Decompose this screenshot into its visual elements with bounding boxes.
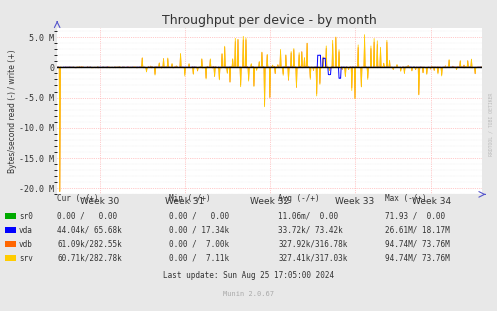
Text: 327.41k/317.03k: 327.41k/317.03k — [278, 254, 348, 262]
Text: srv: srv — [19, 254, 33, 262]
Text: 0.00 /  7.11k: 0.00 / 7.11k — [169, 254, 229, 262]
Text: 0.00 /   0.00: 0.00 / 0.00 — [169, 212, 229, 220]
Text: 71.93 /  0.00: 71.93 / 0.00 — [385, 212, 445, 220]
Text: 0.00 /   0.00: 0.00 / 0.00 — [57, 212, 117, 220]
Y-axis label: Bytes/second read (-) / write (+): Bytes/second read (-) / write (+) — [7, 49, 16, 173]
Text: 94.74M/ 73.76M: 94.74M/ 73.76M — [385, 254, 450, 262]
Text: 26.61M/ 18.17M: 26.61M/ 18.17M — [385, 226, 450, 234]
Text: vda: vda — [19, 226, 33, 234]
Text: 0.00 /  7.00k: 0.00 / 7.00k — [169, 240, 229, 248]
Text: 11.06m/  0.00: 11.06m/ 0.00 — [278, 212, 338, 220]
Text: Munin 2.0.67: Munin 2.0.67 — [223, 291, 274, 297]
Text: RRDTOOL / TOBI OETIKER: RRDTOOL / TOBI OETIKER — [489, 93, 494, 156]
Text: 327.92k/316.78k: 327.92k/316.78k — [278, 240, 348, 248]
Text: 60.71k/282.78k: 60.71k/282.78k — [57, 254, 122, 262]
Text: 33.72k/ 73.42k: 33.72k/ 73.42k — [278, 226, 343, 234]
Text: Min (-/+): Min (-/+) — [169, 193, 211, 202]
Text: Max (-/+): Max (-/+) — [385, 193, 427, 202]
Text: 94.74M/ 73.76M: 94.74M/ 73.76M — [385, 240, 450, 248]
Title: Throughput per device - by month: Throughput per device - by month — [162, 14, 377, 27]
Text: 61.09k/282.55k: 61.09k/282.55k — [57, 240, 122, 248]
Text: Cur (-/+): Cur (-/+) — [57, 193, 99, 202]
Text: Avg (-/+): Avg (-/+) — [278, 193, 320, 202]
Text: sr0: sr0 — [19, 212, 33, 220]
Text: 0.00 / 17.34k: 0.00 / 17.34k — [169, 226, 229, 234]
Text: Last update: Sun Aug 25 17:05:00 2024: Last update: Sun Aug 25 17:05:00 2024 — [163, 271, 334, 280]
Text: vdb: vdb — [19, 240, 33, 248]
Text: 44.04k/ 65.68k: 44.04k/ 65.68k — [57, 226, 122, 234]
